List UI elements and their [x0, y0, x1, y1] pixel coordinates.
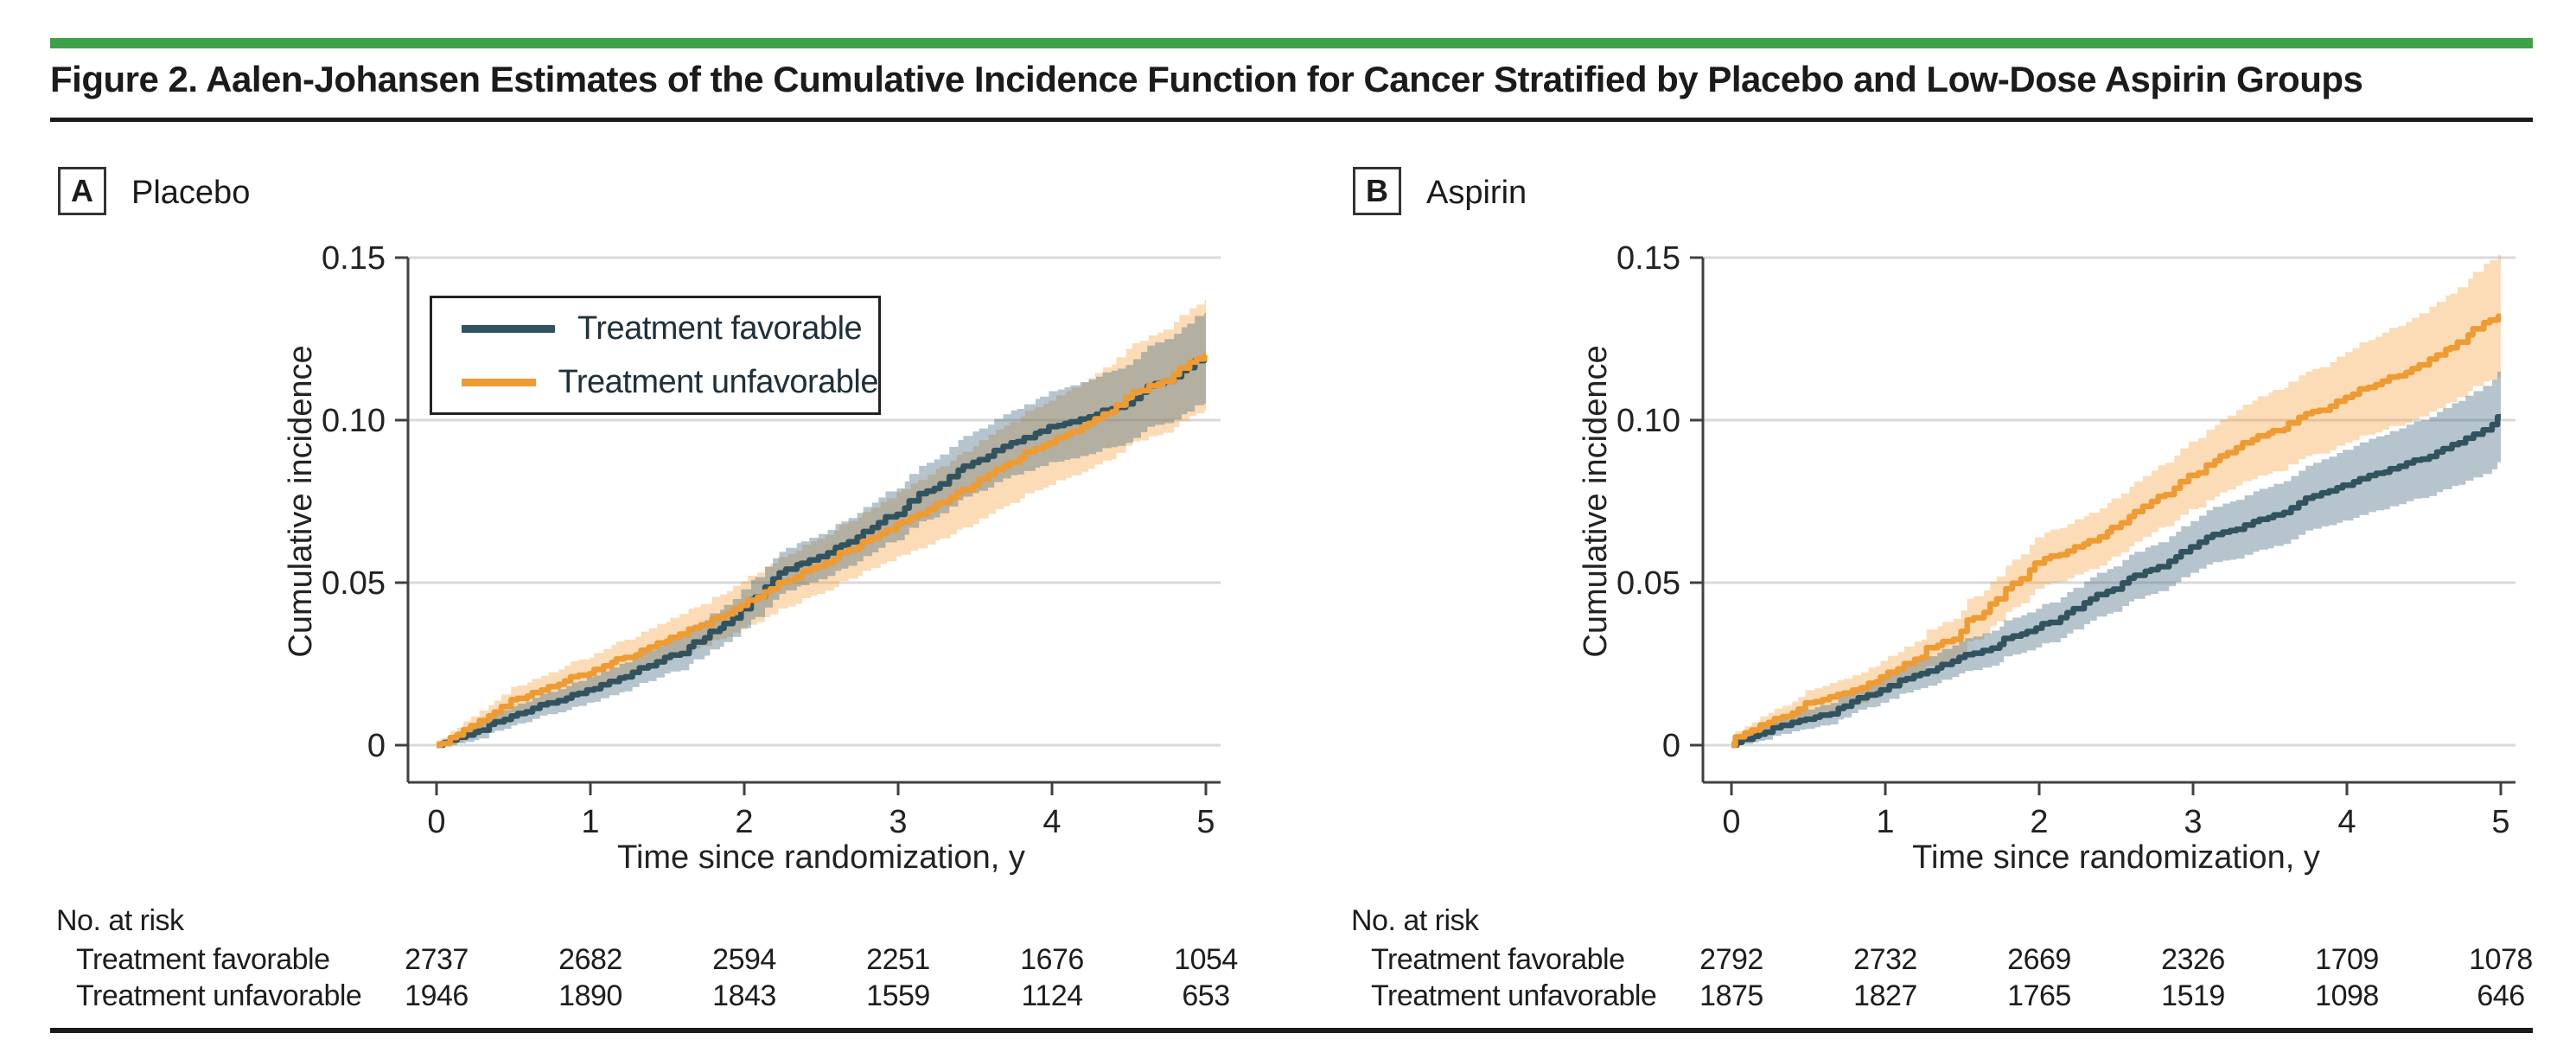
x-axis-title: Time since randomization, y [1912, 839, 2320, 876]
y-tick-label: 0.15 [1616, 240, 1680, 277]
at-risk-value: 1843 [712, 979, 776, 1012]
unfavorable-line-swatch [462, 378, 536, 386]
panel-a-letter-box: A [58, 167, 106, 215]
at-risk-row-label: Treatment favorable [1371, 943, 1625, 976]
legend-entry-unfavorable: Treatment unfavorable [462, 363, 879, 401]
x-tick-label: 4 [1043, 804, 1061, 840]
at-risk-value: 1676 [1020, 943, 1084, 976]
at-risk-value: 2792 [1699, 943, 1763, 976]
panel-a-title: Placebo [131, 175, 251, 211]
at-risk-value: 2732 [1853, 943, 1917, 976]
bottom-rule [50, 1028, 2533, 1033]
x-tick-label: 0 [1722, 804, 1740, 840]
curve-treatment-favorable [437, 355, 1208, 749]
y-tick-label: 0.05 [322, 565, 386, 602]
y-axis-title: Cumulative incidence [283, 345, 319, 657]
at-risk-value: 1765 [2007, 979, 2071, 1012]
at-risk-value: 1098 [2315, 979, 2379, 1012]
y-tick-label: 0 [1662, 728, 1680, 764]
at-risk-row-label: Treatment favorable [76, 943, 330, 976]
x-tick-label: 2 [735, 804, 753, 840]
at-risk-row-label: Treatment unfavorable [1371, 979, 1657, 1012]
panel-a-letter: A [71, 173, 93, 208]
ci-band-treatment-unfavorable [1731, 254, 2501, 745]
panel-b-letter-box: B [1353, 167, 1401, 215]
legend-label-favorable: Treatment favorable [577, 309, 863, 347]
at-risk-value: 2594 [712, 943, 776, 976]
y-tick-label: 0.15 [322, 240, 386, 277]
top-accent-bar [50, 38, 2533, 48]
curve-treatment-favorable [1731, 413, 2501, 749]
x-tick-label: 0 [427, 804, 445, 840]
at-risk-value: 2326 [2161, 943, 2225, 976]
x-tick-label: 5 [2491, 804, 2509, 840]
at-risk-header: No. at risk [1351, 904, 1479, 937]
x-tick-label: 3 [889, 804, 907, 840]
at-risk-value: 1124 [1021, 979, 1083, 1012]
panel-b-title: Aspirin [1426, 175, 1527, 211]
at-risk-value: 653 [1182, 979, 1230, 1012]
x-tick-label: 1 [1876, 804, 1894, 840]
at-risk-value: 2737 [405, 943, 469, 976]
favorable-line-swatch [462, 324, 555, 333]
legend-label-unfavorable: Treatment unfavorable [558, 363, 879, 400]
x-tick-label: 2 [2030, 804, 2048, 840]
legend: Treatment favorable Treatment unfavorabl… [430, 296, 881, 415]
at-risk-value: 1559 [866, 979, 930, 1012]
at-risk-row-label: Treatment unfavorable [76, 979, 362, 1012]
y-tick-label: 0.05 [1616, 565, 1680, 602]
legend-entry-favorable: Treatment favorable [462, 309, 878, 348]
curve-treatment-unfavorable [1731, 313, 2502, 749]
figure-title: Figure 2. Aalen-Johansen Estimates of th… [50, 59, 2363, 99]
y-tick-label: 0.10 [1616, 403, 1680, 439]
y-axis-title: Cumulative incidence [1578, 345, 1614, 657]
at-risk-value: 1709 [2315, 943, 2379, 976]
at-risk-value: 646 [2477, 979, 2525, 1012]
at-risk-value: 1078 [2469, 943, 2533, 976]
at-risk-value: 2669 [2007, 943, 2071, 976]
y-tick-label: 0.10 [322, 403, 386, 439]
x-tick-label: 1 [581, 804, 599, 840]
at-risk-value: 1875 [1699, 979, 1763, 1012]
title-divider-rule [50, 118, 2533, 122]
curve-treatment-unfavorable [437, 352, 1208, 749]
at-risk-value: 2682 [558, 943, 622, 976]
x-tick-label: 5 [1196, 804, 1215, 840]
at-risk-value: 2251 [866, 943, 930, 976]
panel-b-letter: B [1366, 173, 1388, 208]
at-risk-value: 1827 [1853, 979, 1917, 1012]
ci-band-treatment-favorable [437, 313, 1206, 745]
at-risk-value: 1054 [1174, 943, 1238, 976]
y-tick-label: 0 [367, 728, 386, 764]
x-tick-label: 4 [2337, 804, 2356, 840]
at-risk-value: 1890 [558, 979, 622, 1012]
at-risk-header: No. at risk [56, 904, 184, 937]
x-axis-title: Time since randomization, y [617, 839, 1025, 876]
at-risk-value: 1946 [405, 979, 469, 1012]
x-tick-label: 3 [2184, 804, 2202, 840]
at-risk-value: 1519 [2161, 979, 2225, 1012]
